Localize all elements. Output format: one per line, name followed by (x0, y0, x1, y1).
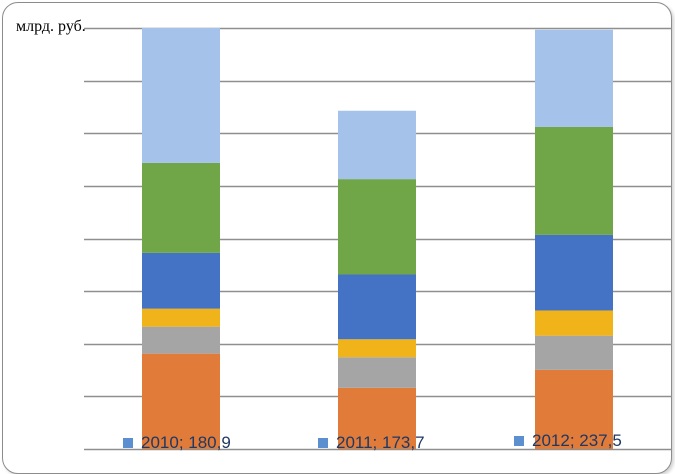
bar-segment-2010-5 (142, 162, 220, 253)
bar-segment-2012-3 (535, 310, 613, 336)
bar-segment-2010-2 (142, 326, 220, 354)
bar-segment-2011-3 (338, 339, 416, 358)
legend-item-2011: 2011; 173,7 (318, 433, 425, 453)
bar-segment-2012-6 (535, 29, 613, 127)
bar-segment-2010-6 (142, 28, 220, 163)
bar-segment-2011-6 (338, 110, 416, 180)
bar-segment-2010-4 (142, 252, 220, 309)
bar-segment-2010-3 (142, 308, 220, 327)
bar-segment-2011-4 (338, 274, 416, 340)
bar-segment-2012-5 (535, 126, 613, 235)
legend-label: 2012; 237,5 (532, 431, 622, 450)
bar-segment-2011-2 (338, 357, 416, 388)
bar-segment-2012-4 (535, 234, 613, 311)
bar-segment-2010-1 (142, 353, 220, 449)
bar-segment-2011-5 (338, 179, 416, 275)
bar-segment-2012-2 (535, 335, 613, 370)
legend-label: 2010; 180,9 (141, 433, 231, 452)
legend-swatch (318, 438, 328, 448)
legend-swatch (514, 436, 524, 446)
legend-label: 2011; 173,7 (336, 433, 425, 452)
bar-segment-2012-1 (535, 369, 613, 449)
unit-label: млрд. руб. (16, 18, 86, 35)
bar-segment-2011-1 (338, 387, 416, 449)
chart-plot (84, 27, 672, 451)
legend-item-2012: 2012; 237,5 (514, 431, 622, 451)
legend-item-2010: 2010; 180,9 (123, 433, 231, 453)
legend-swatch (123, 438, 133, 448)
